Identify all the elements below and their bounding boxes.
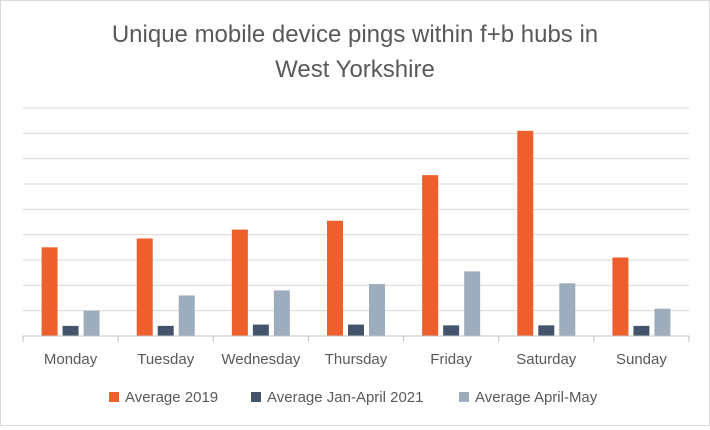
x-tick-label: Saturday: [516, 351, 577, 368]
chart-title-line-1: Unique mobile device pings within f+b hu…: [112, 21, 598, 48]
legend-label: Average 2019: [125, 389, 218, 406]
bar-average-2019-thursday: [327, 220, 343, 336]
bar-average-2019-saturday: [517, 130, 534, 336]
legend: Average 2019 Average Jan-April 2021 Averag…: [109, 389, 598, 406]
legend-label: Average April-May: [475, 389, 598, 406]
bar-average-april-may-thursday: [369, 284, 385, 336]
x-tick-label: Monday: [44, 351, 98, 368]
x-axis: [22, 335, 690, 342]
legend-label: Average Jan-April 2021: [267, 389, 424, 406]
bar-average-2019-friday: [422, 175, 439, 336]
x-tick-label: Sunday: [616, 351, 667, 368]
x-tick-label: Friday: [430, 351, 472, 368]
bar-average-2019-monday: [41, 247, 58, 336]
legend-swatch: [459, 392, 469, 402]
legend-swatch: [251, 392, 261, 402]
legend-swatch: [109, 392, 119, 402]
bar-average-april-may-saturday: [559, 283, 576, 336]
bar-average-jan-april-2021-monday: [62, 325, 79, 336]
chart-title-line-2: West Yorkshire: [275, 56, 435, 83]
x-tick-label: Wednesday: [221, 351, 300, 368]
bar-average-jan-april-2021-wednesday: [252, 324, 269, 336]
x-tick-labels: Monday Tuesday Wednesday Thursday Friday Satu…: [44, 351, 667, 368]
bars: [41, 130, 671, 336]
bar-average-jan-april-2021-thursday: [348, 324, 364, 336]
bar-average-2019-wednesday: [231, 229, 248, 336]
bar-average-jan-april-2021-sunday: [633, 325, 650, 336]
bar-average-april-may-monday: [83, 310, 100, 336]
gridlines: [23, 107, 689, 312]
bar-average-april-may-sunday: [654, 308, 671, 336]
x-tick-label: Tuesday: [137, 351, 194, 368]
bar-average-2019-sunday: [612, 257, 629, 336]
bar-average-april-may-wednesday: [273, 290, 290, 336]
bar-average-jan-april-2021-tuesday: [157, 325, 174, 336]
bar-average-jan-april-2021-saturday: [538, 325, 555, 336]
bar-average-2019-tuesday: [136, 238, 153, 336]
x-tick-label: Thursday: [325, 351, 388, 368]
bar-average-april-may-tuesday: [178, 295, 195, 336]
bar-average-april-may-friday: [464, 271, 481, 336]
bar-average-jan-april-2021-friday: [443, 325, 460, 336]
